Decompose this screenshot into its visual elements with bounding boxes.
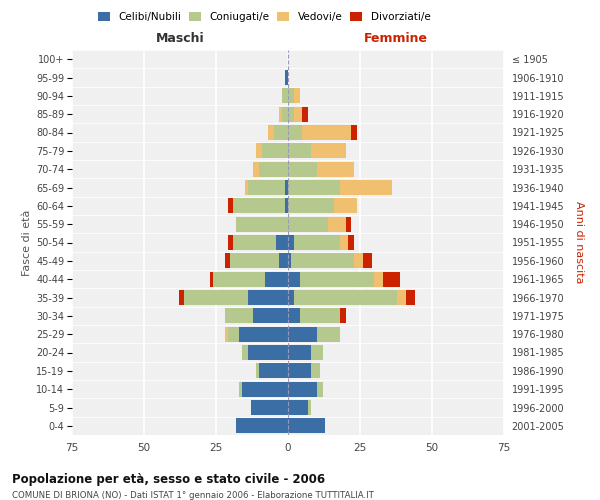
Bar — [233, 235, 277, 250]
Bar — [288, 125, 302, 140]
Bar — [299, 272, 374, 286]
Bar — [294, 290, 397, 305]
Bar — [346, 216, 352, 232]
Bar — [288, 180, 340, 195]
Bar — [302, 125, 352, 140]
Bar — [239, 382, 242, 396]
Bar — [265, 272, 288, 286]
Bar — [288, 216, 328, 232]
Y-axis label: Fasce di età: Fasce di età — [22, 210, 32, 276]
Bar — [248, 180, 285, 195]
Bar — [397, 290, 406, 305]
Bar — [285, 70, 288, 85]
Bar — [288, 418, 325, 434]
Bar — [334, 198, 357, 214]
Bar — [288, 364, 311, 378]
Bar — [317, 382, 323, 396]
Bar — [352, 125, 357, 140]
Bar — [317, 162, 354, 176]
Bar — [363, 254, 371, 268]
Bar — [340, 235, 349, 250]
Bar — [294, 106, 302, 122]
Bar — [282, 106, 288, 122]
Bar — [311, 345, 323, 360]
Bar — [288, 144, 311, 158]
Bar — [268, 125, 274, 140]
Bar — [224, 254, 230, 268]
Bar — [288, 308, 299, 324]
Bar — [245, 180, 248, 195]
Bar — [311, 364, 320, 378]
Bar — [277, 235, 288, 250]
Bar — [282, 88, 288, 104]
Bar — [280, 254, 288, 268]
Bar — [288, 162, 317, 176]
Bar — [340, 308, 346, 324]
Bar — [179, 290, 184, 305]
Bar — [288, 326, 317, 342]
Bar — [288, 106, 294, 122]
Bar — [256, 144, 262, 158]
Bar — [311, 144, 346, 158]
Bar — [294, 235, 340, 250]
Bar — [262, 144, 288, 158]
Bar — [227, 235, 233, 250]
Bar — [288, 88, 294, 104]
Bar — [233, 198, 285, 214]
Bar — [328, 216, 346, 232]
Text: Popolazione per età, sesso e stato civile - 2006: Popolazione per età, sesso e stato civil… — [12, 472, 325, 486]
Bar — [288, 198, 334, 214]
Bar — [230, 254, 280, 268]
Bar — [294, 88, 299, 104]
Bar — [288, 382, 317, 396]
Bar — [227, 198, 233, 214]
Bar — [210, 272, 213, 286]
Bar — [259, 364, 288, 378]
Bar — [251, 400, 288, 415]
Bar — [224, 308, 253, 324]
Bar — [256, 364, 259, 378]
Bar — [242, 345, 248, 360]
Bar — [224, 326, 227, 342]
Bar — [236, 418, 288, 434]
Bar — [349, 235, 354, 250]
Bar — [288, 290, 294, 305]
Bar — [253, 308, 288, 324]
Bar — [383, 272, 400, 286]
Bar — [285, 198, 288, 214]
Bar — [239, 326, 288, 342]
Bar — [248, 345, 288, 360]
Bar — [259, 162, 288, 176]
Bar — [280, 106, 282, 122]
Bar — [227, 326, 239, 342]
Bar — [354, 254, 363, 268]
Bar — [242, 382, 288, 396]
Bar — [299, 308, 340, 324]
Bar — [308, 400, 311, 415]
Bar — [285, 180, 288, 195]
Text: Maschi: Maschi — [155, 32, 205, 44]
Bar — [288, 400, 308, 415]
Legend: Celibi/Nubili, Coniugati/e, Vedovi/e, Divorziati/e: Celibi/Nubili, Coniugati/e, Vedovi/e, Di… — [95, 10, 433, 24]
Y-axis label: Anni di nascita: Anni di nascita — [574, 201, 584, 284]
Bar — [302, 106, 308, 122]
Bar — [253, 162, 259, 176]
Bar — [406, 290, 415, 305]
Bar — [317, 326, 340, 342]
Bar — [288, 345, 311, 360]
Bar — [184, 290, 248, 305]
Text: Femmine: Femmine — [364, 32, 428, 44]
Bar — [291, 254, 354, 268]
Bar — [248, 290, 288, 305]
Text: COMUNE DI BRIONA (NO) - Dati ISTAT 1° gennaio 2006 - Elaborazione TUTTITALIA.IT: COMUNE DI BRIONA (NO) - Dati ISTAT 1° ge… — [12, 491, 374, 500]
Bar — [288, 254, 291, 268]
Bar — [213, 272, 265, 286]
Bar — [236, 216, 288, 232]
Bar — [288, 235, 294, 250]
Bar — [340, 180, 392, 195]
Bar — [274, 125, 288, 140]
Bar — [374, 272, 383, 286]
Bar — [288, 272, 299, 286]
